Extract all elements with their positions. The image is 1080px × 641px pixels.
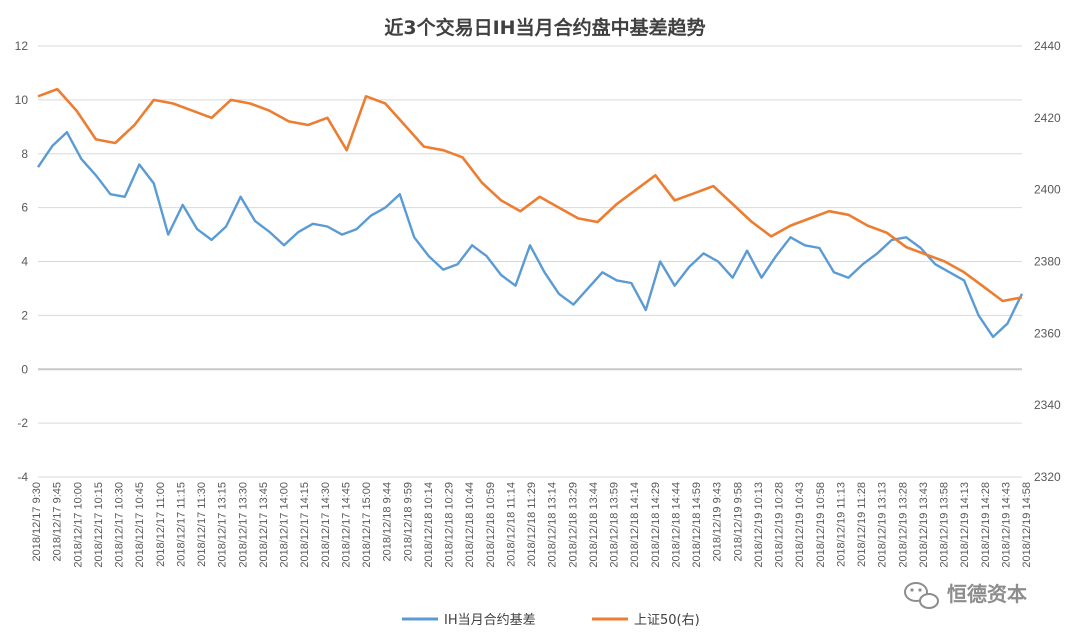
x-tick-label: 2018/12/19 9:58 — [732, 482, 744, 562]
y-left-tick-label: 10 — [15, 93, 29, 107]
x-tick-label: 2018/12/19 11:13 — [835, 482, 847, 567]
x-tick-label: 2018/12/18 9:44 — [382, 482, 394, 562]
x-tick-label: 2018/12/19 14:13 — [959, 482, 971, 568]
x-tick-label: 2018/12/19 10:28 — [774, 482, 786, 568]
x-tick-label: 2018/12/17 13:30 — [237, 482, 249, 568]
y-right-ticks: 2320 2340 2360 2380 2400 2420 2440 — [1034, 39, 1061, 484]
x-tick-label: 2018/12/18 10:29 — [444, 482, 456, 568]
x-tick-label: 2018/12/19 14:43 — [1000, 482, 1012, 568]
x-tick-label: 2018/12/19 10:43 — [794, 482, 806, 568]
x-tick-label: 2018/12/18 11:14 — [505, 482, 517, 567]
x-tick-label: 2018/12/17 10:30 — [114, 482, 126, 568]
x-tick-label: 2018/12/17 14:45 — [340, 482, 352, 568]
x-tick-label: 2018/12/17 11:00 — [155, 482, 167, 567]
y-left-ticks: -4 -2 0 2 4 6 8 10 12 — [15, 39, 29, 484]
x-tick-label: 2018/12/18 14:44 — [670, 482, 682, 568]
x-tick-label: 2018/12/17 14:15 — [299, 482, 311, 568]
x-tick-label: 2018/12/18 14:14 — [629, 482, 641, 568]
legend-label-sse50: 上证50(右) — [634, 613, 700, 628]
series-line-sse50 — [37, 87, 1023, 303]
x-tick-label: 2018/12/19 10:58 — [815, 482, 827, 568]
x-tick-label: 2018/12/17 11:30 — [196, 482, 208, 567]
series-line-basis — [37, 130, 1024, 339]
x-tick-label: 2018/12/17 15:00 — [361, 482, 373, 568]
x-tick-label: 2018/12/17 14:00 — [279, 482, 291, 568]
x-tick-label: 2018/12/18 10:14 — [423, 482, 435, 568]
x-tick-label: 2018/12/18 13:44 — [588, 482, 600, 568]
y-right-tick-label: 2340 — [1034, 398, 1061, 412]
legend: IH当月合约基差 上证50(右) — [402, 613, 700, 628]
x-tick-label: 2018/12/18 14:29 — [650, 482, 662, 568]
y-right-tick-label: 2320 — [1034, 470, 1061, 484]
y-left-tick-label: 8 — [21, 147, 28, 161]
y-right-tick-label: 2360 — [1034, 326, 1061, 340]
x-tick-label: 2018/12/17 9:45 — [52, 482, 64, 562]
series-layer — [37, 87, 1024, 339]
x-tick-label: 2018/12/19 14:58 — [1021, 482, 1033, 568]
legend-label-basis: IH当月合约基差 — [444, 613, 536, 628]
x-tick-label: 2018/12/17 10:00 — [72, 482, 84, 568]
watermark: 恒德资本 — [904, 582, 1027, 609]
y-left-tick-label: 6 — [21, 201, 28, 215]
x-tick-label: 2018/12/17 10:15 — [93, 482, 105, 568]
y-left-tick-label: 12 — [15, 39, 29, 53]
x-tick-label: 2018/12/18 14:59 — [691, 482, 703, 568]
x-tick-label: 2018/12/19 9:43 — [712, 482, 724, 562]
x-tick-label: 2018/12/19 13:13 — [877, 482, 889, 568]
y-left-tick-label: 2 — [21, 308, 28, 322]
x-tick-label: 2018/12/18 9:59 — [402, 482, 414, 562]
x-tick-label: 2018/12/17 13:15 — [217, 482, 229, 568]
x-tick-label: 2018/12/18 13:14 — [547, 482, 559, 568]
x-tick-label: 2018/12/19 10:13 — [753, 482, 765, 568]
x-tick-label: 2018/12/17 11:15 — [175, 482, 187, 567]
x-tick-label: 2018/12/18 13:59 — [609, 482, 621, 568]
x-tick-label: 2018/12/17 14:30 — [320, 482, 332, 568]
x-tick-label: 2018/12/18 10:44 — [464, 482, 476, 568]
x-tick-label: 2018/12/19 13:43 — [918, 482, 930, 568]
x-tick-label: 2018/12/19 13:58 — [939, 482, 951, 568]
watermark-text: 恒德资本 — [947, 582, 1027, 606]
x-tick-label: 2018/12/17 13:45 — [258, 482, 270, 568]
y-right-tick-label: 2440 — [1034, 39, 1061, 53]
y-right-tick-label: 2420 — [1034, 111, 1061, 125]
x-tick-label: 2018/12/18 13:29 — [567, 482, 579, 568]
x-tick-label: 2018/12/18 11:29 — [526, 482, 538, 567]
x-tick-label: 2018/12/17 9:30 — [31, 482, 43, 562]
x-tick-label: 2018/12/19 11:28 — [856, 482, 868, 567]
x-tick-label: 2018/12/17 10:45 — [134, 482, 146, 568]
y-left-tick-label: -4 — [17, 470, 28, 484]
y-left-tick-label: 4 — [21, 255, 28, 269]
x-tick-label: 2018/12/19 14:28 — [980, 482, 992, 568]
y-left-tick-label: -2 — [17, 416, 28, 430]
x-tick-label: 2018/12/18 10:59 — [485, 482, 497, 568]
chart-title: 近3个交易日IH当月合约盘中基差趋势 — [384, 16, 705, 39]
x-tick-label: 2018/12/19 13:28 — [897, 482, 909, 568]
x-ticks: 2018/12/17 9:30 2018/12/17 9:45 2018/12/17… — [31, 482, 1033, 568]
y-right-tick-label: 2400 — [1034, 183, 1061, 197]
y-left-tick-label: 0 — [21, 362, 28, 376]
gridlines — [38, 45, 1022, 478]
y-right-tick-label: 2380 — [1034, 255, 1061, 269]
wechat-icon — [904, 582, 939, 609]
